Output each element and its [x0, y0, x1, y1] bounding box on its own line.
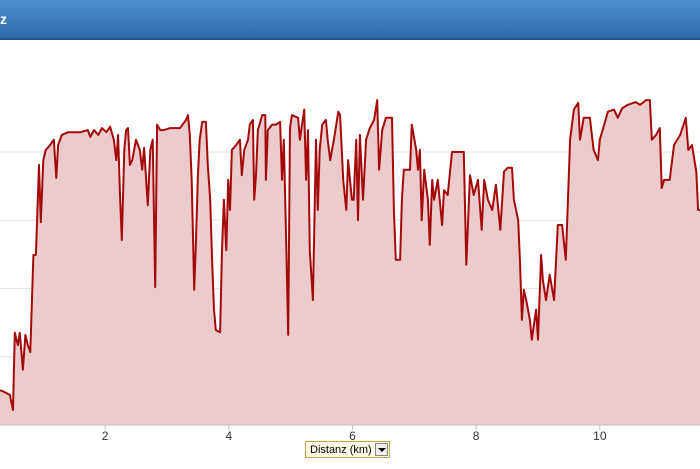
chart: 2 4 6 8 10 [0, 99, 700, 443]
x-axis-label: Distanz (km) [310, 444, 372, 456]
x-tick-label: 6 [349, 429, 356, 443]
x-axis-selector[interactable]: Distanz (km) [305, 441, 390, 458]
dropdown-button[interactable] [375, 443, 388, 456]
x-tick-label: 8 [473, 429, 480, 443]
header-title: z [0, 11, 7, 27]
header-bar: z [0, 0, 700, 40]
x-tick-label: 10 [593, 429, 607, 443]
x-tick-label: 2 [102, 429, 109, 443]
line [0, 99, 700, 411]
area-fill [0, 100, 700, 425]
x-tick-label: 4 [225, 429, 232, 443]
